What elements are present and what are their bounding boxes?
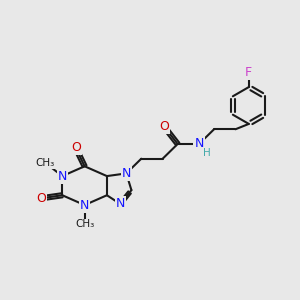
Text: N: N	[122, 167, 131, 180]
Text: N: N	[194, 137, 204, 151]
Text: N: N	[80, 199, 89, 212]
Text: O: O	[37, 192, 46, 205]
Text: H: H	[202, 148, 210, 158]
Text: N: N	[116, 197, 125, 210]
Text: O: O	[71, 141, 81, 154]
Text: N: N	[58, 169, 67, 183]
Text: CH₃: CH₃	[35, 158, 55, 168]
Text: CH₃: CH₃	[75, 219, 94, 230]
Text: O: O	[159, 120, 169, 133]
Text: F: F	[245, 66, 252, 79]
